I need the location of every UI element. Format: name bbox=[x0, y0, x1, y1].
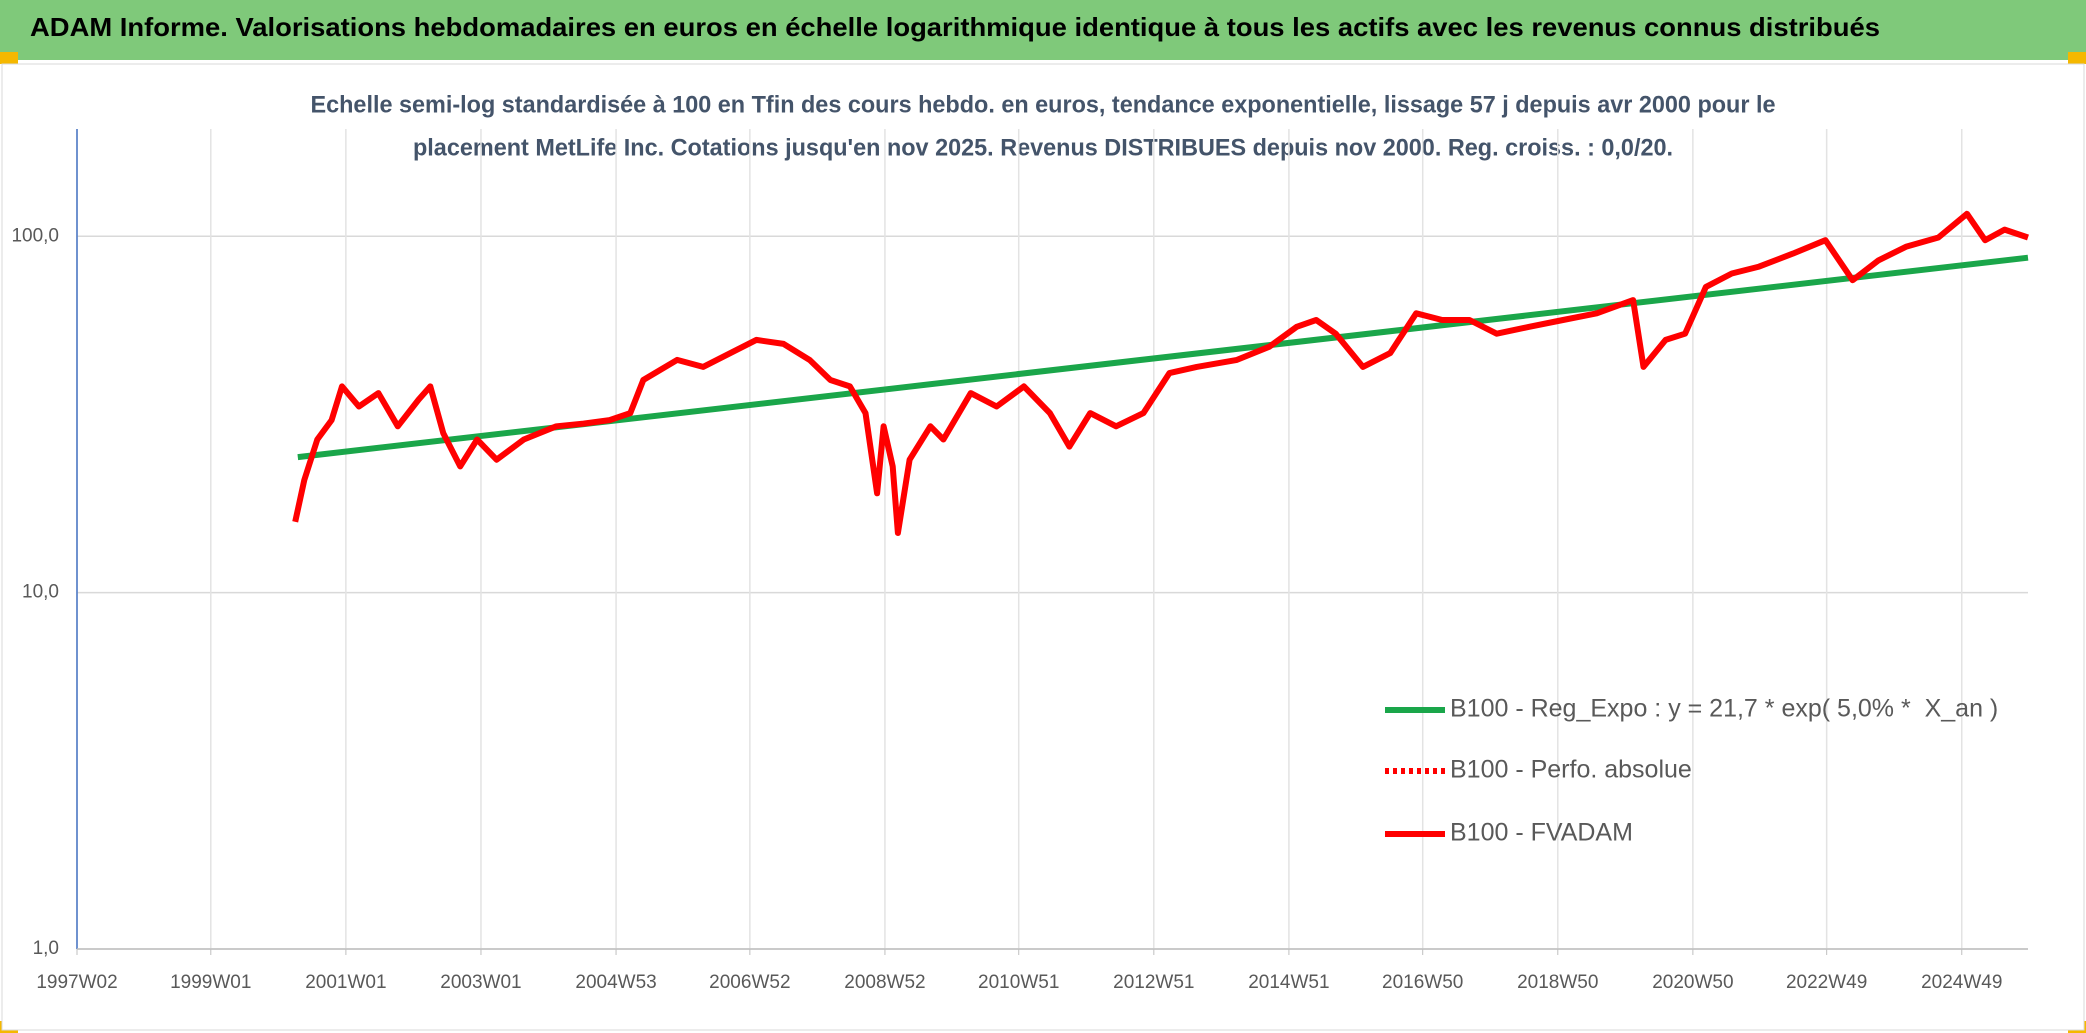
x-tick-label: 2004W53 bbox=[575, 972, 656, 993]
x-tick-label: 2008W52 bbox=[844, 972, 925, 993]
corner bbox=[2068, 52, 2086, 64]
x-tick-label: 2010W51 bbox=[978, 972, 1059, 993]
chart-subtitle: placement MetLife Inc. Cotations jusqu'e… bbox=[413, 134, 1673, 161]
corner bbox=[0, 52, 18, 64]
x-tick-label: 2014W51 bbox=[1248, 972, 1329, 993]
x-tick-label: 2020W50 bbox=[1652, 972, 1733, 993]
x-tick-label: 2012W51 bbox=[1113, 972, 1194, 993]
x-tick-label: 1997W02 bbox=[36, 972, 117, 993]
x-tick-label: 2022W49 bbox=[1786, 972, 1867, 993]
x-tick-label: 2003W01 bbox=[440, 972, 521, 993]
x-tick-label: 1999W01 bbox=[170, 972, 251, 993]
x-tick-label: 2006W52 bbox=[709, 972, 790, 993]
legend-label: B100 - Perfo. absolue bbox=[1450, 756, 1692, 784]
y-tick-label: 10,0 bbox=[22, 582, 59, 603]
y-tick-label: 1,0 bbox=[33, 938, 59, 959]
header-bar bbox=[0, 0, 2086, 60]
x-tick-label: 2016W50 bbox=[1382, 972, 1463, 993]
legend-label: B100 - FVADAM bbox=[1450, 819, 1633, 847]
chart-frame bbox=[1, 63, 2085, 1031]
y-tick-label: 100,0 bbox=[11, 225, 59, 246]
page-title: ADAM Informe. Valorisations hebdomadaire… bbox=[30, 12, 1880, 42]
x-tick-label: 2001W01 bbox=[305, 972, 386, 993]
series-line bbox=[292, 210, 2029, 536]
x-tick-label: 2018W50 bbox=[1517, 972, 1598, 993]
legend-label: B100 - Reg_Expo : y = 21,7 * exp( 5,0% *… bbox=[1450, 695, 1998, 723]
x-tick-label: 2024W49 bbox=[1921, 972, 2002, 993]
chart-subtitle: Echelle semi-log standardisée à 100 en T… bbox=[311, 91, 1776, 118]
